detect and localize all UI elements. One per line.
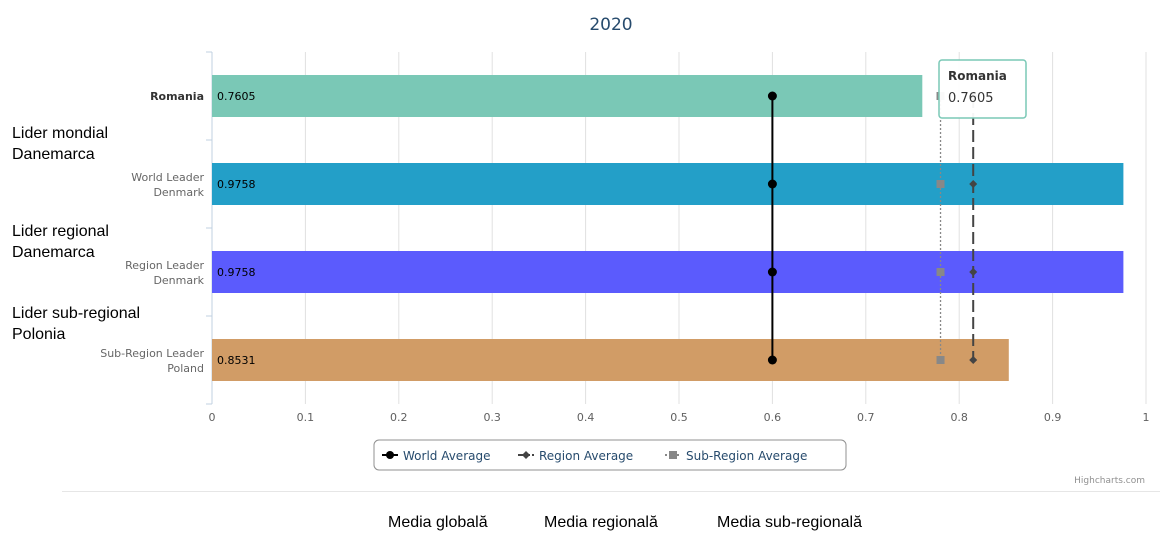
legend-marker — [669, 451, 677, 459]
category-label: Sub-Region Leader Poland — [100, 347, 204, 375]
bar[interactable] — [212, 339, 1009, 381]
annotation-world-leader: Lider mondial Danemarca — [12, 125, 109, 163]
reference-marker — [936, 180, 945, 188]
legend-label: Sub-Region Average — [686, 449, 807, 463]
tooltip-title: Romania — [948, 69, 1007, 83]
legend: World Average Region Average Sub-Region Av… — [373, 439, 847, 471]
bottom-label-global-average: Media globală — [388, 514, 488, 531]
bar-value-label: 0.9758 — [217, 178, 256, 191]
annotation-region-leader: Lider regional Danemarca — [12, 223, 109, 261]
category-label: World Leader Denmark — [131, 171, 204, 199]
x-tick-label: 0.3 — [483, 411, 501, 424]
x-tick-label: 0.9 — [1044, 411, 1062, 424]
x-tick-label: 0.2 — [390, 411, 408, 424]
legend-label: World Average — [403, 449, 490, 463]
reference-marker — [767, 91, 777, 101]
x-tick-label: 1 — [1143, 411, 1150, 424]
x-tick-label: 0.4 — [577, 411, 595, 424]
bottom-label-sub-regional-average: Media sub-regională — [717, 514, 862, 531]
x-tick-label: 0.1 — [297, 411, 315, 424]
legend-item[interactable]: World Average — [382, 449, 490, 463]
legend-box — [373, 439, 847, 471]
footer-divider — [62, 491, 1160, 492]
legend-marker — [386, 451, 394, 459]
reference-marker — [969, 268, 978, 276]
bar-value-label: 0.7605 — [217, 90, 256, 103]
bar-value-label: 0.8531 — [217, 354, 256, 367]
reference-marker — [969, 180, 978, 188]
highcharts-credits[interactable]: Highcharts.com — [1074, 476, 1145, 486]
bottom-label-regional-average: Media regională — [544, 514, 658, 531]
category-label: Region Leader Denmark — [125, 259, 205, 287]
bar[interactable] — [212, 251, 1124, 293]
tooltip: Romania 0.7605 — [938, 59, 1027, 119]
reference-marker — [936, 356, 945, 364]
legend-item[interactable]: Sub-Region Average — [665, 449, 807, 463]
x-tick-label: 0.5 — [670, 411, 688, 424]
legend-label: Region Average — [539, 449, 633, 463]
reference-marker — [936, 268, 945, 276]
bar[interactable] — [212, 75, 923, 117]
annotation-sub-region-leader: Lider sub-regional Polonia — [12, 305, 141, 343]
bar-value-label: 0.9758 — [217, 266, 256, 279]
legend-item[interactable]: Region Average — [518, 449, 633, 463]
x-tick-label: 0.8 — [950, 411, 968, 424]
x-tick-label: 0.7 — [857, 411, 875, 424]
tooltip-box — [938, 59, 1027, 119]
chart-title: 2020 — [589, 15, 633, 35]
x-tick-label: 0 — [209, 411, 216, 424]
category-label: Romania — [150, 90, 204, 103]
reference-marker — [767, 355, 777, 365]
reference-marker — [767, 179, 777, 189]
bar[interactable] — [212, 163, 1124, 205]
legend-marker — [522, 451, 530, 459]
reference-marker — [767, 267, 777, 277]
x-tick-label: 0.6 — [764, 411, 782, 424]
tooltip-value: 0.7605 — [948, 91, 994, 106]
reference-marker — [969, 356, 978, 364]
